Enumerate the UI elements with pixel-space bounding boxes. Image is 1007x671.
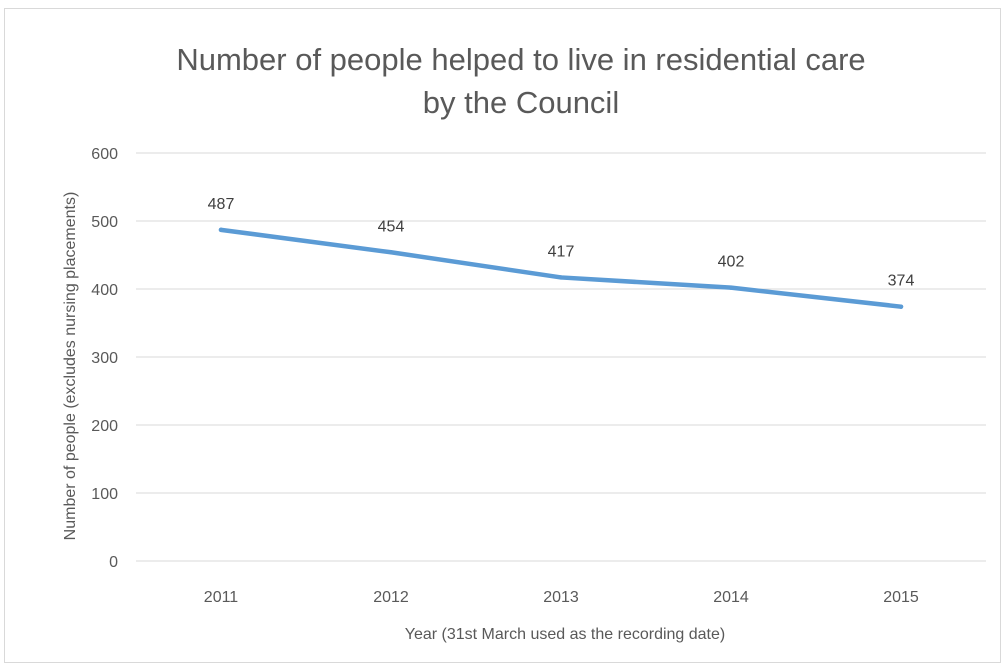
data-label: 374	[888, 273, 915, 290]
y-tick-label: 500	[91, 214, 118, 231]
x-axis-title: Year (31st March used as the recording d…	[405, 626, 725, 643]
data-point	[218, 227, 224, 233]
y-axis-tick-labels: 0 100 200 300 400 500 600	[91, 146, 118, 571]
x-tick-label: 2014	[713, 589, 749, 606]
series-line	[218, 227, 904, 309]
y-tick-label: 100	[91, 486, 118, 503]
gridlines	[136, 152, 986, 562]
chart-frame: Number of people helped to live in resid…	[4, 8, 1001, 663]
x-tick-label: 2012	[373, 589, 409, 606]
y-tick-label: 0	[109, 554, 118, 571]
data-point	[388, 250, 394, 255]
line-chart: Number of people helped to live in resid…	[62, 42, 986, 643]
data-label: 454	[378, 218, 405, 235]
chart-title-line-2: by the Council	[423, 85, 619, 120]
y-tick-label: 300	[91, 350, 118, 367]
data-point	[728, 285, 734, 290]
data-labels: 487 454 417 402 374	[208, 196, 915, 290]
y-tick-label: 200	[91, 418, 118, 435]
y-axis-title: Number of people (excludes nursing place…	[62, 192, 79, 541]
x-tick-label: 2011	[204, 589, 239, 606]
data-label: 487	[208, 196, 235, 213]
chart-title-line-1: Number of people helped to live in resid…	[176, 42, 865, 77]
y-tick-label: 400	[91, 282, 118, 299]
data-label: 402	[718, 254, 745, 271]
x-tick-label: 2015	[883, 589, 919, 606]
x-tick-label: 2013	[543, 589, 579, 606]
data-point	[898, 304, 904, 309]
y-tick-label: 600	[91, 146, 118, 163]
series-layer	[218, 227, 904, 309]
data-point	[558, 275, 564, 280]
x-axis-tick-labels: 2011 2012 2013 2014 2015	[204, 589, 919, 606]
data-label: 417	[548, 243, 575, 260]
